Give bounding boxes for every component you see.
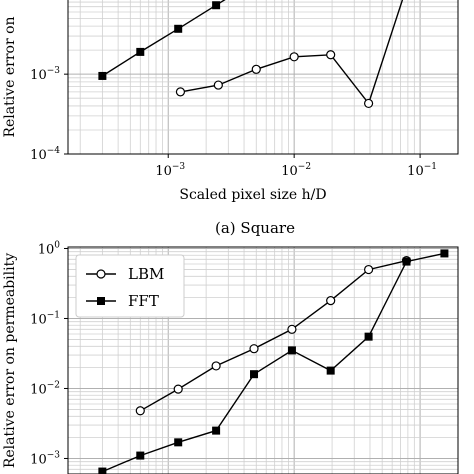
axes-frame bbox=[67, 246, 459, 474]
legend-marker-circle bbox=[96, 269, 106, 279]
series-line-LBM bbox=[139, 260, 407, 412]
data-point-square bbox=[364, 332, 373, 341]
data-point-circle bbox=[326, 296, 336, 306]
x-tick-label: 10−3 bbox=[155, 162, 185, 179]
y-tick-label: 10−1 bbox=[30, 310, 60, 327]
series-line-circle bbox=[180, 0, 404, 105]
data-point-square bbox=[287, 346, 296, 355]
grid bbox=[68, 0, 458, 154]
x-tick-label: 10−2 bbox=[281, 162, 311, 179]
data-point-circle bbox=[135, 406, 145, 416]
data-point-circle bbox=[289, 52, 299, 62]
data-point-circle bbox=[287, 324, 297, 334]
y-tick-label: 10−4 bbox=[30, 146, 60, 163]
data-point-circle bbox=[249, 344, 259, 354]
data-point-square bbox=[98, 71, 107, 80]
chart-2: 100 10−1 10−2 10−3 Relative error on permeab… bbox=[2, 240, 459, 474]
y-tick-label: 100 bbox=[38, 240, 61, 257]
y-tick-label: 10−2 bbox=[30, 380, 60, 397]
y-axis-label: Relative error on bbox=[2, 16, 18, 137]
data-point-circle bbox=[363, 264, 374, 275]
axes-frame bbox=[67, 0, 459, 155]
subfigure-caption: (a) Square bbox=[215, 219, 295, 237]
data-point-square bbox=[326, 366, 335, 375]
legend-marker-square bbox=[97, 297, 105, 305]
series-line-square bbox=[102, 0, 226, 77]
chart-1: 10−2 10−3 10−4 10−3 10−2 10−1 Relative error o… bbox=[2, 0, 459, 237]
data-point-square bbox=[174, 24, 183, 33]
data-point-circle bbox=[251, 64, 261, 74]
y-tick-label: 10−3 bbox=[30, 66, 60, 83]
legend: LBM FFT bbox=[75, 254, 185, 318]
data-point-circle bbox=[175, 87, 186, 97]
data-point-circle bbox=[211, 361, 221, 371]
data-point-square bbox=[136, 451, 145, 460]
data-point-square bbox=[250, 370, 259, 379]
data-point-circle bbox=[173, 384, 183, 394]
data-point-circle bbox=[326, 50, 336, 60]
x-tick-label: 10−1 bbox=[407, 162, 437, 179]
y-axis-label: Relative error on permeability bbox=[2, 253, 18, 468]
series-line-FFT bbox=[102, 252, 445, 473]
legend-label: LBM bbox=[128, 265, 164, 283]
data-point-circle bbox=[363, 98, 374, 109]
data-point-square bbox=[98, 467, 107, 474]
data-point-circle bbox=[213, 80, 223, 90]
data-point-square bbox=[440, 249, 449, 258]
data-point-square bbox=[212, 1, 221, 10]
data-point-square bbox=[402, 257, 411, 266]
data-point-square bbox=[136, 47, 145, 56]
data-point-square bbox=[212, 426, 221, 435]
y-tick-label: 10−2 bbox=[30, 0, 60, 3]
x-axis-label: Scaled pixel size h/D bbox=[179, 187, 326, 203]
plot-area bbox=[68, 0, 458, 154]
data-point-square bbox=[174, 438, 183, 447]
y-tick-label: 10−3 bbox=[30, 450, 60, 467]
legend-label: FFT bbox=[128, 292, 159, 310]
